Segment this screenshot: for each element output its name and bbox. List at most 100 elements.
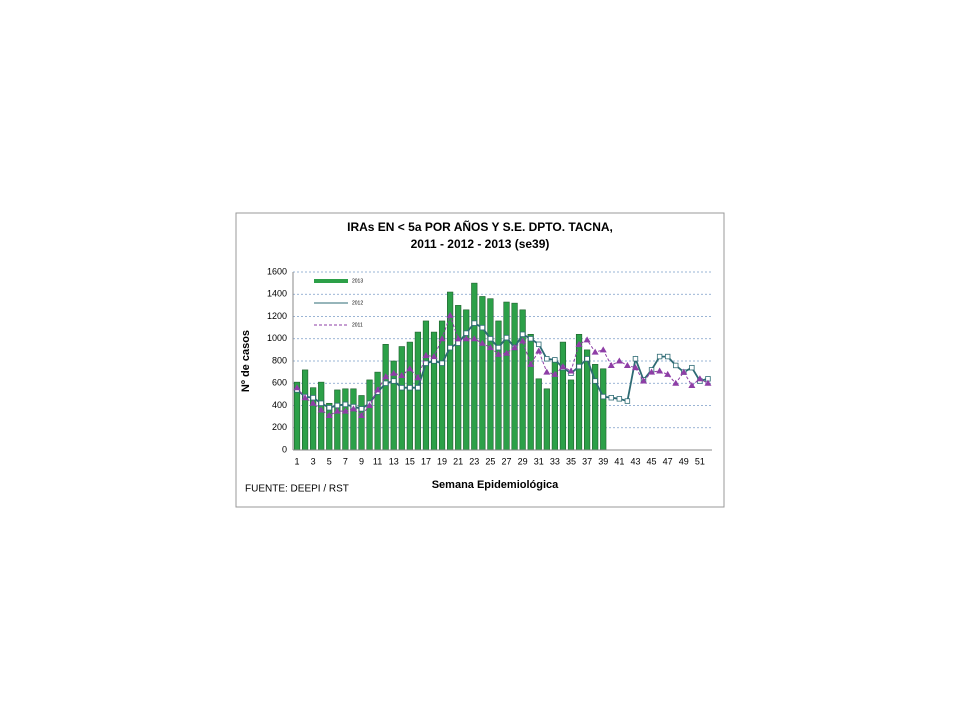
marker (543, 368, 551, 375)
marker (615, 357, 623, 364)
bar (600, 368, 607, 451)
marker (342, 401, 349, 408)
bar (414, 331, 421, 451)
marker (551, 370, 559, 377)
marker (673, 362, 679, 369)
marker (478, 339, 486, 346)
marker (584, 356, 590, 362)
y-tick-label: 400 (272, 400, 287, 410)
marker (325, 412, 333, 419)
bar (471, 282, 478, 451)
marker (495, 344, 502, 351)
marker (656, 367, 664, 374)
marker (430, 353, 438, 360)
marker (471, 320, 477, 326)
marker (607, 361, 615, 368)
marker (632, 356, 639, 362)
marker (600, 393, 606, 400)
marker (631, 364, 639, 371)
marker (423, 360, 429, 366)
marker (333, 407, 341, 414)
bar (543, 388, 550, 451)
marker (382, 373, 390, 380)
x-tick-label: 33 (550, 456, 560, 466)
marker (479, 324, 486, 331)
x-tick-label: 15 (405, 456, 415, 466)
marker (390, 369, 398, 376)
bar (495, 320, 502, 451)
marker (374, 386, 382, 393)
marker (599, 346, 607, 353)
x-tick-label: 23 (469, 456, 479, 466)
bar (527, 333, 534, 451)
legend-label: 2011 (352, 322, 363, 328)
marker (583, 336, 591, 343)
marker (535, 347, 543, 354)
marker (503, 334, 510, 341)
y-tick-label: 600 (272, 378, 287, 388)
bar (301, 369, 309, 451)
marker (680, 368, 688, 375)
chart-title: IRAs EN < 5a POR AÑOS Y S.E. DPTO. TACNA… (347, 219, 613, 234)
x-tick-label: 39 (598, 456, 608, 466)
marker (640, 377, 648, 384)
marker (463, 330, 469, 336)
legend-label: 2012 (352, 300, 363, 306)
bar (334, 389, 341, 451)
marker (559, 363, 567, 370)
marker (552, 357, 558, 363)
marker (431, 358, 437, 364)
source: FUENTE: DEEPI / RST (245, 484, 349, 495)
x-tick-label: 11 (373, 456, 382, 466)
marker (293, 384, 301, 391)
marker (358, 406, 365, 412)
marker (398, 371, 406, 378)
y-tick-label: 1400 (267, 289, 287, 299)
marker (341, 407, 349, 414)
marker (689, 364, 695, 371)
bar (422, 320, 430, 451)
bar (318, 381, 325, 451)
x-tick-label: 43 (630, 456, 640, 466)
x-tick-label: 49 (679, 456, 689, 466)
marker (575, 340, 583, 347)
marker (664, 370, 672, 377)
marker (422, 351, 430, 358)
bar (406, 341, 413, 451)
marker (438, 335, 446, 342)
marker (592, 378, 598, 384)
bar (535, 378, 542, 451)
x-tick-label: 21 (453, 456, 463, 466)
marker (672, 379, 680, 386)
line (296, 322, 709, 410)
y-tick-label: 200 (272, 422, 287, 432)
x-tick-label: 7 (343, 456, 348, 466)
x-tick-label: 27 (502, 456, 512, 466)
bar (511, 302, 518, 451)
x-tick-label: 3 (311, 456, 316, 466)
marker (503, 349, 511, 356)
marker (415, 384, 421, 391)
marker (623, 361, 631, 368)
bar (430, 331, 438, 451)
marker (301, 394, 309, 401)
chart-title: 2011 - 2012 - 2013 (se39) (411, 237, 550, 251)
marker (656, 353, 663, 360)
x-tick-label: 35 (566, 456, 576, 466)
x-tick-label: 47 (663, 456, 673, 466)
marker (366, 402, 374, 408)
bar (358, 395, 365, 451)
x-tick-label: 1 (295, 456, 300, 466)
x-tick-label: 19 (437, 456, 447, 466)
x-tick-label: 51 (695, 456, 705, 466)
x-tick-label: 25 (485, 456, 495, 466)
marker (704, 379, 712, 386)
marker (519, 331, 526, 337)
legend-swatch (314, 279, 348, 283)
marker (407, 384, 413, 391)
y-tick-label: 800 (272, 355, 287, 365)
marker (591, 348, 599, 355)
marker (536, 341, 542, 348)
marker (357, 412, 365, 419)
